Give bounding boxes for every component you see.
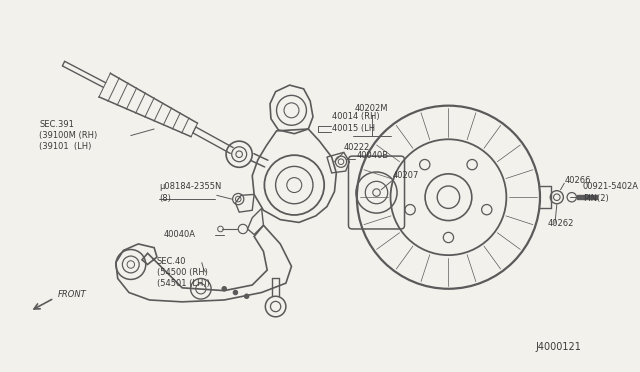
Text: 40040A: 40040A — [163, 230, 195, 239]
Circle shape — [244, 294, 249, 298]
Text: 40014 (RH)
40015 (LH: 40014 (RH) 40015 (LH — [332, 112, 380, 132]
Text: SEC.391
(39100M (RH)
(39101  (LH): SEC.391 (39100M (RH) (39101 (LH) — [39, 120, 97, 151]
Text: 00921-5402A
PIN(2): 00921-5402A PIN(2) — [583, 183, 639, 203]
Text: 40266: 40266 — [564, 176, 591, 185]
Text: 40222: 40222 — [344, 143, 370, 152]
Circle shape — [234, 291, 237, 295]
Text: 40207: 40207 — [392, 171, 419, 180]
Text: 40040B: 40040B — [357, 151, 389, 160]
Bar — [577, 195, 598, 199]
Circle shape — [222, 287, 227, 291]
Text: 40262: 40262 — [547, 219, 574, 228]
Text: FRONT: FRONT — [58, 290, 86, 299]
Text: J4000121: J4000121 — [535, 342, 581, 352]
Text: SEC.40
(54500 (RH)
(54501 (LH)): SEC.40 (54500 (RH) (54501 (LH)) — [157, 257, 210, 288]
Text: µ08184-2355N
(8): µ08184-2355N (8) — [159, 183, 221, 203]
Text: 40202M: 40202M — [355, 104, 388, 113]
